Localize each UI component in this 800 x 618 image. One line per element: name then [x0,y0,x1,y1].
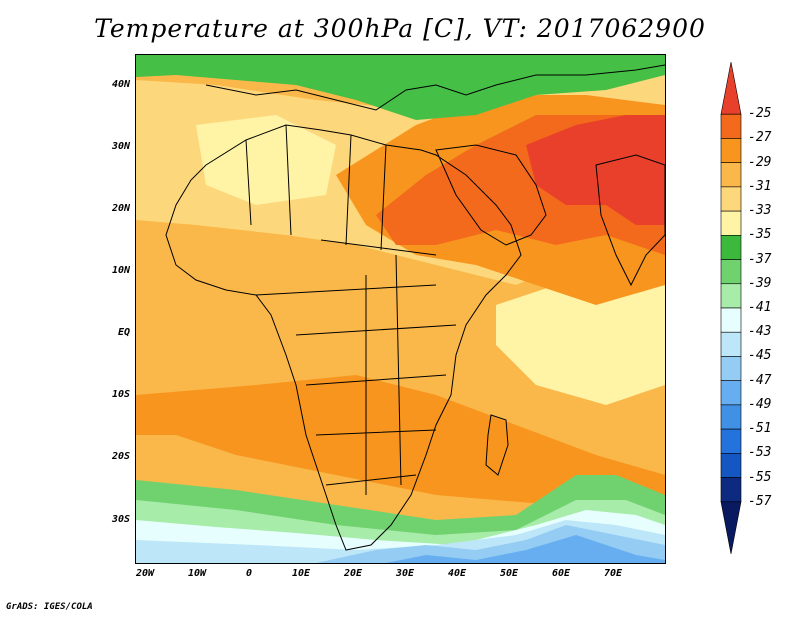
lon-tick-label: 10W [187,568,207,579]
lon-tick-label: 10E [291,568,311,579]
colorbar-swatch [720,283,742,309]
field-pale-patch [496,275,665,405]
colorbar-swatch [720,61,742,115]
footer-credit: GrADS: IGES/COLA [6,602,93,612]
colorbar-swatch [720,259,742,285]
colorbar-tick-label: -37 [748,251,772,267]
field-pale-patch [196,115,336,205]
colorbar-tick-label: -45 [748,348,772,364]
colorbar-swatch [720,501,742,555]
colorbar-swatch [720,113,742,139]
colorbar-swatch [720,380,742,406]
lat-tick-label: 10S [111,389,130,400]
colorbar-tick-label: -57 [748,493,772,509]
lat-tick-label: 40N [111,79,130,90]
colorbar-swatch [720,210,742,236]
colorbar-tick-label: -27 [748,130,772,146]
lon-tick-label: 60E [551,568,571,579]
colorbar-tick-label: -55 [748,469,772,485]
lon-tick-label: 30E [395,568,415,579]
lat-tick-label: 30N [111,141,130,152]
colorbar-tick-label: -25 [748,106,772,122]
colorbar-tick-label: -53 [748,445,772,461]
arabia-outline [435,144,547,246]
chart-title: Temperature at 300hPa [C], VT: 201706290… [94,14,706,43]
colorbar-swatch [720,162,742,188]
colorbar-swatch [720,235,742,260]
colorbar-tick-label: -31 [748,178,772,194]
colorbar-swatch [720,307,742,333]
lon-tick-label: 70E [603,568,623,579]
colorbar-tick-label: -33 [748,203,772,219]
colorbar [720,61,742,555]
colorbar-tick-label: -35 [748,227,772,243]
madagascar-outline [485,414,509,476]
map-panel [135,54,666,564]
colorbar-tick-label: -29 [748,154,772,170]
lat-tick-label: 20S [111,451,130,462]
lat-tick-label: 10N [111,265,130,276]
lon-tick-label: 40E [447,568,467,579]
field-green-north [136,55,665,120]
lat-tick-label: 30S [111,514,130,525]
colorbar-tick-label: -47 [748,372,772,388]
colorbar-swatch [720,356,742,381]
lat-tick-label: EQ [117,327,130,338]
lat-tick-label: 20N [111,203,130,214]
colorbar-tick-label: -41 [748,300,772,315]
colorbar-swatch [720,331,742,357]
colorbar-tick-label: -39 [748,275,772,291]
colorbar-tick-label: -49 [748,396,772,412]
colorbar-swatch [720,404,742,430]
europe-coast [205,64,665,111]
border-lines [245,124,457,495]
lon-tick-label: 20W [135,568,155,579]
india-outline [595,154,665,287]
lon-tick-label: 20E [343,568,363,579]
colorbar-swatch [720,428,742,454]
colorbar-tick-label: -43 [748,324,772,340]
colorbar-swatch [720,138,742,163]
field-red-arabia-india [526,115,665,225]
colorbar-swatch [720,453,742,478]
lon-tick-label: 0 [245,568,253,579]
country-borders [165,64,665,551]
colorbar-swatch [720,477,742,503]
africa-coastline [165,124,522,551]
lon-tick-label: 50E [499,568,519,579]
temperature-field-map [136,55,665,563]
colorbar-tick-label: -51 [748,421,772,437]
colorbar-swatch [720,186,742,212]
field-blue3-south [386,535,665,563]
